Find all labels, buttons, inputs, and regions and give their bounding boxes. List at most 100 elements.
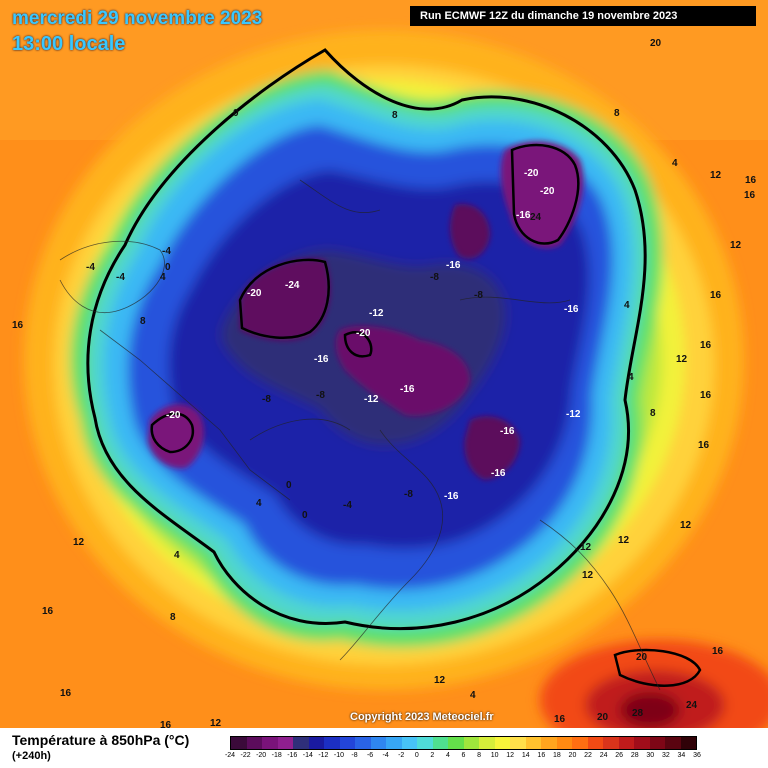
- isotherm-label: 12: [582, 570, 594, 581]
- forecast-time: 13:00 locale: [12, 33, 126, 55]
- isotherm-label: 0: [165, 262, 171, 273]
- isotherm-label: -20: [166, 410, 181, 421]
- scale-swatch: [308, 737, 324, 749]
- scale-swatch: [401, 737, 417, 749]
- isotherm-label: -12: [566, 409, 581, 420]
- scale-swatch: [246, 737, 262, 749]
- scale-swatch: [432, 737, 448, 749]
- scale-swatch: [231, 737, 247, 749]
- scale-tick-label: 34: [677, 752, 686, 759]
- scale-swatch: [665, 737, 681, 749]
- isotherm-label: -20: [524, 168, 539, 179]
- isotherm-label: -4: [116, 272, 125, 283]
- scale-swatch: [541, 737, 557, 749]
- scale-tick-label: 20: [568, 752, 577, 759]
- isotherm-label: 16: [700, 390, 712, 401]
- variable-title: Température à 850hPa (°C): [12, 732, 190, 748]
- isotherm-label: -4: [86, 262, 95, 273]
- isotherm-label: -16: [500, 426, 515, 437]
- scale-tick-label: -4: [382, 752, 389, 759]
- isotherm-label: 12: [730, 240, 742, 251]
- isotherm-label: -12: [364, 394, 379, 405]
- scale-tick-label: 8: [477, 752, 482, 759]
- isotherm-label: 4: [174, 550, 180, 561]
- scale-tick-label: -8: [351, 752, 358, 759]
- isotherm-label: -16: [516, 210, 531, 221]
- isotherm-label: 20: [650, 38, 662, 49]
- scale-tick-label: 32: [661, 752, 670, 759]
- isotherm-label: -16: [564, 304, 579, 315]
- legend-footer: Température à 850hPa (°C) (+240h) -24 -22…: [0, 728, 768, 768]
- scale-swatch: [494, 737, 510, 749]
- isotherm-label: -8: [262, 394, 271, 405]
- isotherm-label: 4: [624, 300, 630, 311]
- scale-swatch: [587, 737, 603, 749]
- isotherm-label: 16: [744, 190, 756, 201]
- isotherm-label: -4: [162, 246, 171, 257]
- isotherm-label: -8: [430, 272, 439, 283]
- color-scale-ticks: -24 -22 -20 -18 -16 -14 -12 -10 -8 -6 -4 -2 0 2 4 6 8 10 1…: [225, 752, 701, 764]
- isotherm-label: 4: [672, 158, 678, 169]
- isotherm-label: -4: [343, 500, 352, 511]
- isotherm-label: 20: [597, 712, 609, 723]
- scale-swatch: [293, 737, 309, 749]
- scale-tick-label: -16: [287, 752, 298, 759]
- run-banner: Run ECMWF 12Z du dimanche 19 novembre 20…: [410, 6, 756, 26]
- isotherm-label: 16: [42, 606, 54, 617]
- scale-swatch: [324, 737, 340, 749]
- scale-swatch: [525, 737, 541, 749]
- isotherm-label: 24: [530, 212, 542, 223]
- scale-tick-label: 22: [584, 752, 592, 759]
- scale-tick-label: -6: [366, 752, 374, 759]
- lead-time: (+240h): [12, 750, 51, 762]
- isotherm-label: 16: [698, 440, 710, 451]
- scale-swatch: [339, 737, 355, 749]
- isotherm-label: -16: [444, 491, 459, 502]
- isotherm-label: 8: [170, 612, 176, 623]
- scale-tick-label: -12: [318, 752, 329, 759]
- isotherm-label: 8: [140, 316, 146, 327]
- scale-swatch: [603, 737, 619, 749]
- isotherm-label: 8: [392, 110, 398, 121]
- isotherm-label: 16: [12, 320, 24, 331]
- scale-swatch: [370, 737, 386, 749]
- isotherm-label: 12: [73, 537, 85, 548]
- isotherm-label: -16: [491, 468, 506, 479]
- scale-swatch: [417, 737, 433, 749]
- isotherm-label: 0: [302, 510, 308, 521]
- scale-tick-label: 10: [490, 752, 499, 759]
- isotherm-label: 0: [233, 108, 239, 119]
- isotherm-label: -20: [247, 288, 262, 299]
- copyright-notice: Copyright 2023 Meteociel.fr: [350, 711, 494, 723]
- scale-tick-label: -10: [333, 752, 345, 759]
- scale-tick-label: 2: [430, 752, 435, 759]
- scale-tick-label: 12: [506, 752, 515, 759]
- isotherm-label: -12: [369, 308, 384, 319]
- isotherm-label: 12: [618, 535, 630, 546]
- scale-swatch: [277, 737, 293, 749]
- isotherm-label: 4: [160, 272, 166, 283]
- scale-tick-label: 18: [552, 752, 561, 759]
- isotherm-label: 24: [686, 700, 698, 711]
- scale-swatch: [572, 737, 588, 749]
- coastlines: [59, 179, 661, 691]
- isotherm-label: -24: [285, 280, 300, 291]
- scale-tick-label: 14: [521, 752, 530, 759]
- scale-swatch: [479, 737, 495, 749]
- scale-tick-label: -14: [302, 752, 313, 759]
- isotherm-label: 16: [554, 714, 566, 725]
- scale-tick-label: -22: [240, 752, 251, 759]
- scale-swatch: [618, 737, 634, 749]
- isotherm-label: 4: [256, 498, 262, 509]
- isotherm-label: 16: [710, 290, 722, 301]
- isotherm-label: 8: [614, 108, 620, 119]
- scale-tick-label: -18: [271, 752, 282, 759]
- scale-swatch: [448, 737, 464, 749]
- isotherm-label: -20: [540, 186, 555, 197]
- scale-tick-label: 16: [537, 752, 546, 759]
- isotherm-label: -8: [474, 290, 483, 301]
- zero-isotherm: [86, 48, 647, 631]
- scale-tick-label: -2: [398, 752, 405, 759]
- cold-cores: [148, 141, 584, 480]
